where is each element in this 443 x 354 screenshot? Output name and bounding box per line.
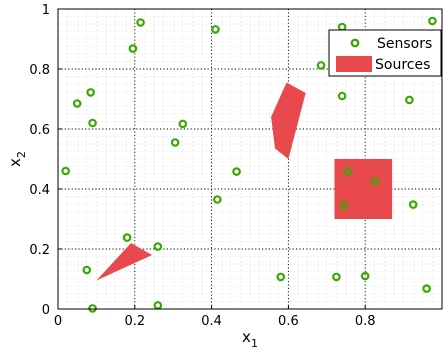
sensor-point bbox=[339, 201, 349, 210]
source-regions bbox=[96, 82, 393, 281]
plot-frame bbox=[57, 8, 443, 310]
x-axis-label-subscript: 1 bbox=[251, 337, 258, 350]
sensor-point bbox=[88, 304, 97, 313]
legend-sources-marker bbox=[336, 56, 372, 72]
x-tick-label: 0 bbox=[54, 314, 62, 329]
legend-sources-label: Sources bbox=[375, 57, 430, 73]
x-axis-label: x1 bbox=[242, 328, 258, 350]
sensor-point bbox=[170, 138, 180, 147]
y-axis-label-subscript: 2 bbox=[15, 151, 28, 158]
sensor-points bbox=[61, 16, 437, 313]
sensor-point bbox=[178, 119, 188, 129]
sensor-point bbox=[405, 95, 414, 105]
source-region bbox=[96, 243, 153, 281]
sensor-point bbox=[211, 25, 220, 34]
sensor-point bbox=[61, 166, 70, 176]
sensor-point bbox=[337, 91, 347, 101]
sensor-point bbox=[88, 118, 97, 128]
sensor-point bbox=[360, 271, 370, 281]
y-axis-label-main: x bbox=[6, 158, 24, 167]
sensor-point bbox=[428, 16, 437, 26]
sensor-point bbox=[153, 242, 163, 251]
legend-sensors-label: Sensors bbox=[377, 36, 432, 52]
y-tick-label: 0.8 bbox=[29, 63, 50, 78]
sensor-point bbox=[82, 265, 92, 275]
y-tick-label: 0 bbox=[42, 303, 50, 318]
sensor-point bbox=[86, 88, 95, 97]
sensor-point bbox=[332, 272, 341, 282]
sensor-point bbox=[408, 200, 418, 209]
sensor-point bbox=[370, 177, 380, 186]
y-tick-label: 0.4 bbox=[29, 183, 50, 198]
x-axis-label-main: x bbox=[242, 328, 251, 346]
sensor-point bbox=[422, 284, 431, 293]
source-region bbox=[334, 159, 393, 219]
sensor-point bbox=[213, 195, 222, 204]
x-tick-label: 0.8 bbox=[355, 314, 376, 329]
sensor-point bbox=[343, 167, 353, 176]
sensor-point bbox=[232, 167, 241, 176]
y-tick-label: 0.2 bbox=[29, 243, 50, 258]
sensor-point bbox=[316, 61, 326, 70]
y-axis-label: x2 bbox=[6, 151, 28, 167]
x-tick-label: 0.6 bbox=[278, 314, 299, 329]
x-tick-label: 0.2 bbox=[124, 314, 145, 329]
axis-ticks: 0 0.2 0.4 0.6 0.8 0 0.2 0.4 0.6 0.8 1 bbox=[29, 3, 375, 329]
y-tick-label: 0.6 bbox=[29, 123, 50, 138]
y-tick-label: 1 bbox=[42, 3, 50, 18]
legend-sensors-marker bbox=[350, 38, 360, 48]
source-region bbox=[271, 82, 306, 159]
x-tick-label: 0.4 bbox=[201, 314, 222, 329]
sensor-point bbox=[128, 44, 138, 53]
sensor-point bbox=[136, 18, 145, 27]
sensor-point bbox=[72, 99, 82, 108]
sensor-point bbox=[122, 233, 132, 242]
legend: Sensors Sources bbox=[328, 29, 442, 77]
sensor-point bbox=[276, 272, 286, 282]
